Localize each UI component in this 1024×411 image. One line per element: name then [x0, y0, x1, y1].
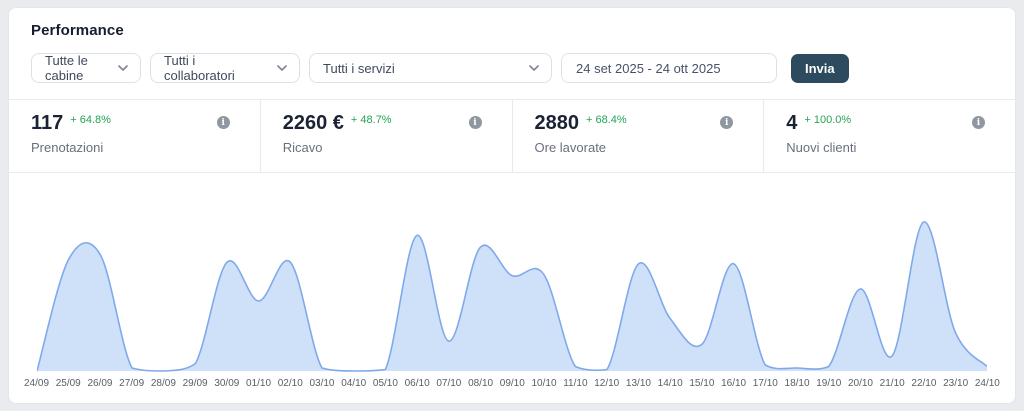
stat-label: Nuovi clienti — [786, 140, 857, 155]
x-axis-tick-label: 28/09 — [150, 378, 176, 389]
stat-main: 4 + 100.0% Nuovi clienti — [786, 113, 856, 172]
area-line — [37, 221, 987, 372]
info-icon[interactable]: i — [972, 116, 985, 129]
stat-value: 2260 € — [282, 112, 344, 134]
collaborators-dropdown-value: Tutti i collaboratori — [164, 53, 235, 83]
x-axis-tick-label: 12/10 — [594, 378, 620, 389]
x-axis-tick-label: 26/09 — [87, 378, 113, 389]
x-axis-tick-label: 16/10 — [721, 378, 747, 389]
stat-ricavo: 2260 € + 48.7% Ricavo i — [261, 100, 513, 172]
date-range-input[interactable] — [561, 53, 777, 83]
x-axis-tick-label: 30/09 — [214, 378, 240, 389]
page-title: Performance — [31, 22, 124, 39]
x-axis-tick-label: 24/10 — [974, 378, 1000, 389]
chevron-down-icon — [529, 65, 539, 71]
x-axis-tick-label: 02/10 — [277, 378, 303, 389]
x-axis-tick-label: 27/09 — [119, 378, 145, 389]
x-axis-tick-label: 07/10 — [436, 378, 462, 389]
stat-main: 2260 € + 48.7% Ricavo — [283, 113, 392, 172]
x-axis-tick-label: 01/10 — [246, 378, 272, 389]
x-axis-tick-label: 23/10 — [943, 378, 969, 389]
stat-value: 117 — [31, 112, 64, 134]
x-axis-tick-label: 21/10 — [879, 378, 905, 389]
x-axis-tick-label: 14/10 — [657, 378, 683, 389]
cabins-dropdown[interactable]: Tutte le cabine — [31, 53, 141, 83]
x-axis-labels: 24/09 25/09 26/09 27/09 28/09 29/09 30/09 01/10… — [23, 378, 1001, 389]
cabins-dropdown-value: Tutte le cabine — [45, 53, 88, 83]
x-axis-tick-label: 18/10 — [784, 378, 810, 389]
submit-button[interactable]: Invia — [791, 53, 849, 83]
chevron-down-icon — [118, 65, 128, 71]
stats-row: 117 + 64.8% Prenotazioni i 2260 € + 48.7… — [9, 100, 1015, 172]
x-axis-tick-label: 29/09 — [182, 378, 208, 389]
stat-main: 117 + 64.8% Prenotazioni — [31, 113, 111, 172]
filter-bar: Tutte le cabine Tutti i collaboratori Tu… — [31, 53, 993, 83]
stat-value: 4 — [786, 112, 798, 134]
x-axis-tick-label: 20/10 — [847, 378, 873, 389]
x-axis-tick-label: 06/10 — [404, 378, 430, 389]
stat-main: 2880 + 68.4% Ore lavorate — [535, 113, 627, 172]
x-axis-tick-label: 10/10 — [531, 378, 557, 389]
stat-nuovi-clienti: 4 + 100.0% Nuovi clienti i — [764, 100, 1015, 172]
area-fill — [37, 221, 987, 371]
stat-value: 2880 — [534, 112, 580, 134]
info-icon[interactable]: i — [216, 116, 230, 129]
stats-divider — [9, 172, 1015, 173]
stat-delta: + 64.8% — [70, 114, 111, 126]
x-axis-tick-label: 05/10 — [372, 378, 398, 389]
chevron-down-icon — [277, 65, 287, 71]
stat-prenotazioni: 117 + 64.8% Prenotazioni i — [9, 100, 261, 172]
x-axis-tick-label: 15/10 — [689, 378, 715, 389]
x-axis-tick-label: 24/09 — [24, 378, 50, 389]
panel-header: Performance Tutte le cabine Tutti i coll… — [9, 8, 1015, 99]
stat-label: Prenotazioni — [31, 140, 104, 155]
info-icon[interactable]: i — [720, 116, 734, 129]
performance-panel: Performance Tutte le cabine Tutti i coll… — [8, 7, 1016, 404]
stat-delta: + 68.4% — [586, 114, 627, 126]
stat-label: Ricavo — [282, 140, 323, 155]
stat-label: Ore lavorate — [534, 140, 607, 155]
x-axis-tick-label: 11/10 — [563, 378, 588, 389]
x-axis-tick-label: 03/10 — [309, 378, 335, 389]
x-axis-tick-label: 04/10 — [341, 378, 367, 389]
x-axis-tick-label: 19/10 — [816, 378, 842, 389]
stat-delta: + 100.0% — [804, 114, 852, 126]
services-dropdown[interactable]: Tutti i servizi — [309, 53, 552, 83]
x-axis-tick-label: 17/10 — [752, 378, 778, 389]
collaborators-dropdown[interactable]: Tutti i collaboratori — [150, 53, 300, 83]
x-axis-tick-label: 08/10 — [468, 378, 494, 389]
x-axis-tick-label: 13/10 — [625, 378, 651, 389]
stat-ore-lavorate: 2880 + 68.4% Ore lavorate i — [513, 100, 765, 172]
x-axis-tick-label: 22/10 — [911, 378, 937, 389]
x-axis-tick-label: 25/09 — [55, 378, 81, 389]
chart-section: 24/09 25/09 26/09 27/09 28/09 29/09 30/09 01/10… — [9, 173, 1015, 403]
area-chart-svg[interactable] — [37, 177, 987, 373]
x-axis-tick-label: 09/10 — [499, 378, 525, 389]
info-icon[interactable]: i — [468, 116, 482, 129]
header-divider — [9, 99, 1015, 100]
services-dropdown-value: Tutti i servizi — [323, 60, 395, 76]
stat-delta: + 48.7% — [350, 114, 392, 126]
